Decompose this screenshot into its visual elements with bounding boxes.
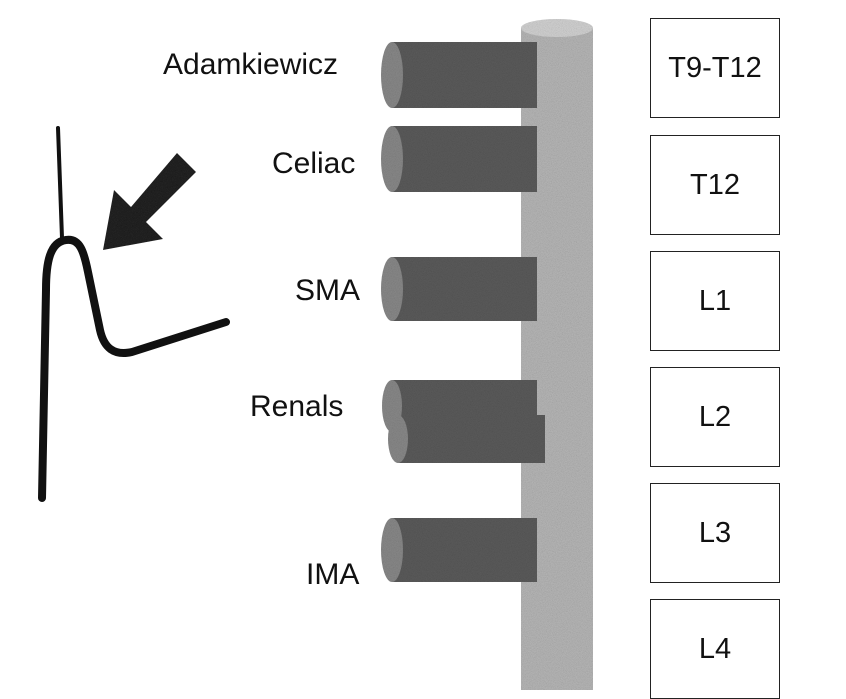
- level-box-l2: L2: [650, 367, 780, 467]
- vessel-renals: [382, 380, 545, 463]
- label-adamkiewicz: Adamkiewicz: [163, 48, 339, 81]
- label-renals: Renals: [250, 390, 344, 423]
- vessel-ima: [381, 518, 537, 582]
- level-box-l3: L3: [650, 483, 780, 583]
- level-label: L2: [698, 400, 732, 433]
- level-label: L1: [698, 284, 732, 317]
- level-box-t12: T12: [650, 135, 780, 235]
- aorta: [521, 19, 593, 690]
- level-box-t9-t12: T9-T12: [650, 18, 780, 118]
- level-label: T12: [690, 168, 740, 201]
- vessel-celiac: [381, 126, 537, 192]
- catheter-icon: [38, 126, 230, 502]
- level-label: L3: [698, 516, 732, 549]
- level-box-l4: L4: [650, 599, 780, 699]
- vessel-sma: [381, 257, 537, 321]
- arrow-pointing-icon: [103, 153, 196, 250]
- level-box-l1: L1: [650, 251, 780, 351]
- label-celiac: Celiac: [272, 147, 356, 180]
- vessel-adamkiewicz: [381, 42, 537, 108]
- level-label: T9-T12: [668, 51, 762, 84]
- label-sma: SMA: [295, 274, 361, 307]
- label-ima: IMA: [306, 558, 360, 591]
- level-label: L4: [698, 632, 732, 665]
